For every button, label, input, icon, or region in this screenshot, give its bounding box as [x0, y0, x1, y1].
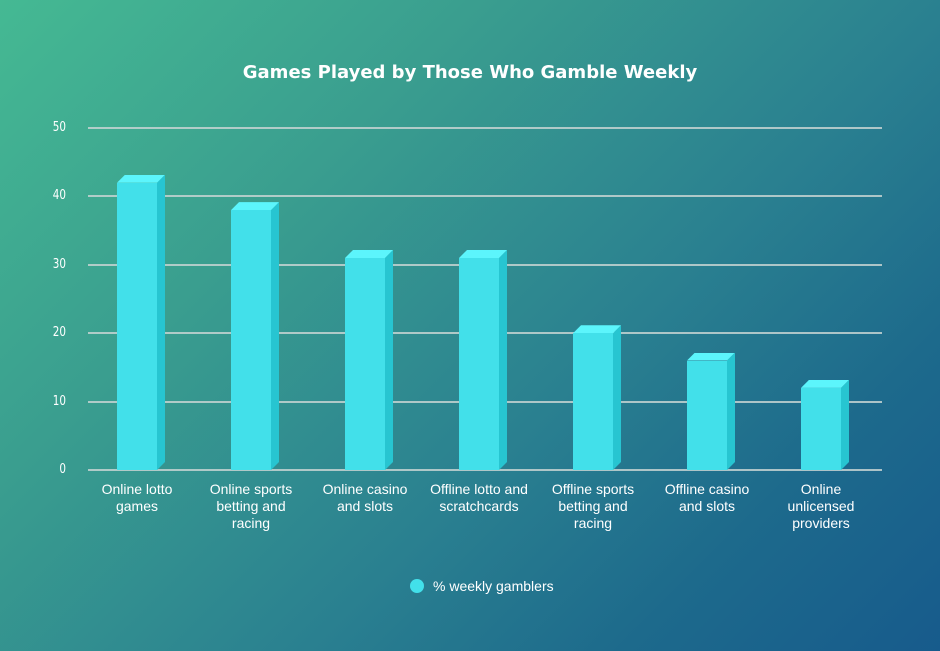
- x-tick-label-line: betting and: [216, 498, 286, 514]
- bar-side: [157, 175, 165, 470]
- bar[interactable]: [801, 379, 849, 470]
- bar[interactable]: [573, 325, 621, 470]
- x-tick-label: Online casino and slots: [305, 481, 425, 515]
- bar-front: [345, 257, 385, 470]
- x-tick-label-line: racing: [231, 515, 271, 531]
- x-tick-label: Offline lotto and scratchcards: [419, 481, 539, 515]
- x-tick-label-line: racing: [573, 515, 613, 531]
- x-tick-label-line: unlicensed: [787, 498, 855, 514]
- x-tick-label-line: Offline sports: [551, 481, 635, 497]
- y-tick-label: 30: [52, 256, 66, 272]
- x-tick-label-line: scratchcards: [439, 498, 519, 514]
- legend[interactable]: % weekly gamblers: [410, 578, 554, 594]
- x-tick-label: Online lotto games: [77, 481, 197, 515]
- bar-top: [573, 325, 621, 334]
- x-tick-label-line: Online sports: [209, 481, 293, 497]
- bar[interactable]: [687, 352, 735, 470]
- bar[interactable]: [117, 174, 165, 470]
- bar-front: [117, 182, 157, 470]
- bar-side: [271, 202, 279, 470]
- gridline: [88, 469, 882, 471]
- y-tick-label: 50: [52, 120, 66, 135]
- x-tick-label-line: and slots: [336, 498, 394, 514]
- y-tick-label: 10: [52, 393, 66, 409]
- bar[interactable]: [231, 202, 279, 470]
- bar-front: [687, 360, 727, 470]
- x-tick-label-line: Online lotto: [101, 481, 173, 497]
- x-tick-label-line: games: [115, 498, 159, 514]
- bar-front: [573, 333, 613, 470]
- bar-front: [231, 210, 271, 470]
- bar-top: [117, 174, 165, 183]
- chart-title: Games Played by Those Who Gamble Weekly: [242, 62, 698, 83]
- bar[interactable]: [345, 249, 393, 470]
- bar-side: [613, 325, 621, 470]
- x-tick-label: Online unlicensed providers: [761, 481, 881, 532]
- x-tick-label-line: providers: [792, 515, 850, 531]
- y-tick-label: 20: [52, 325, 66, 341]
- x-tick-label: Offline sports betting and racing: [533, 481, 653, 532]
- bar-top: [459, 249, 507, 258]
- x-tick-label-line: betting and: [558, 498, 628, 514]
- bar-top: [231, 202, 279, 211]
- bar-top: [687, 352, 735, 361]
- bar-side: [841, 380, 849, 470]
- x-tick-label-line: and slots: [678, 498, 736, 514]
- y-tick-label: 40: [52, 188, 66, 204]
- bar-top: [801, 379, 849, 388]
- bar-side: [385, 250, 393, 470]
- x-tick-label: Offline casino and slots: [647, 481, 767, 515]
- bar-side: [727, 353, 735, 470]
- x-tick-label-line: Offline lotto and: [430, 481, 528, 497]
- x-tick-label-line: Online casino: [322, 481, 408, 497]
- x-tick-label-line: Offline casino: [664, 481, 750, 497]
- legend-marker-icon: [410, 579, 424, 593]
- legend-label: % weekly gamblers: [433, 578, 554, 594]
- bar-top: [345, 249, 393, 258]
- gridline: [88, 127, 882, 129]
- y-tick-label: 0: [59, 462, 66, 477]
- x-tick-label-line: Online: [800, 481, 842, 497]
- bar-side: [499, 250, 507, 470]
- bar-front: [459, 257, 499, 470]
- gridline: [88, 195, 882, 198]
- bar-front: [801, 387, 841, 470]
- bar[interactable]: [459, 249, 507, 470]
- x-tick-label: Online sports betting and racing: [191, 481, 311, 532]
